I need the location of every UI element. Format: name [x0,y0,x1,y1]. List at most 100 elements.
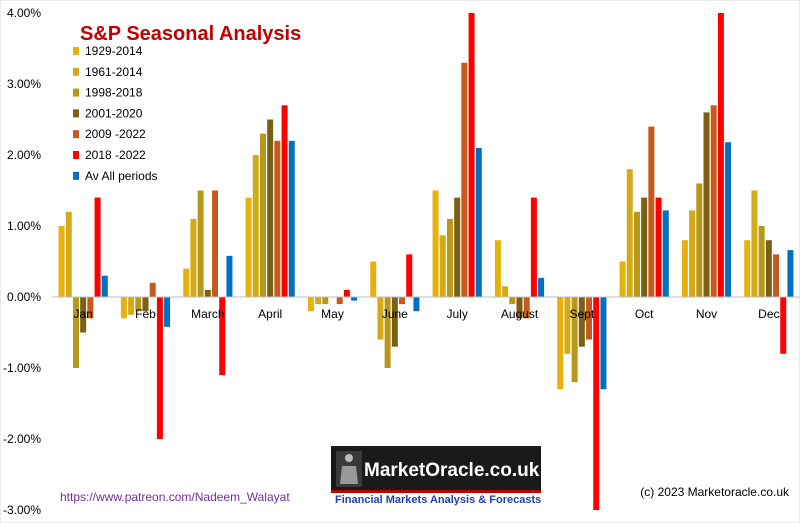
x-tick-label: July [446,307,467,321]
bar-april-series-1 [252,155,259,297]
bar-june-series-1 [377,297,384,340]
legend-label: 2018 -2022 [85,148,146,162]
bar-april-series-4 [274,140,281,297]
legend-swatch [73,109,79,118]
bar-july-series-0 [432,190,439,297]
bar-oct-series-2 [633,211,640,297]
bar-august-series-3 [516,297,523,319]
legend-swatch [73,47,79,55]
bar-feb-series-6 [164,297,171,327]
bar-nov-series-3 [703,112,710,298]
bar-oct-series-4 [648,126,655,297]
bar-august-series-1 [502,286,509,297]
legend-label: 1961-2014 [85,65,143,79]
bar-april-series-0 [245,197,252,297]
x-tick-label: Jan [73,307,92,321]
bar-dec-series-6 [787,250,794,297]
legend-swatch [73,130,79,139]
bar-august-series-0 [494,240,501,297]
legend-label: 1998-2018 [85,86,143,100]
bar-oct-series-0 [619,261,626,297]
bar-may-series-2 [322,297,329,305]
bar-jan-series-4 [87,297,94,319]
bar-april-series-3 [267,119,274,297]
bar-july-series-3 [454,197,461,297]
bar-sept-series-4 [586,297,593,340]
x-tick-label: June [382,307,408,321]
bar-july-series-1 [439,235,446,297]
bar-dec-series-3 [765,240,772,297]
y-tick-label: -3.00% [3,503,41,517]
bar-dec-series-2 [758,226,765,297]
logo-tagline: Financial Markets Analysis & Forecasts [335,494,541,506]
y-axis: -3.00% -2.00% -1.00% 0.00% 1.00% 2.00% 3.00% 4.… [3,6,41,517]
legend-swatch [73,88,79,97]
statue-icon [336,451,362,487]
bar-feb-series-0 [120,297,127,319]
bar-may-series-4 [336,297,343,305]
y-tick-label: 4.00% [7,6,41,20]
bar-sept-series-2 [571,297,578,383]
bar-june-series-5 [406,254,413,297]
bar-oct-series-3 [641,197,648,297]
x-tick-label: Nov [696,307,717,321]
bar-feb-series-5 [156,297,163,439]
bar-oct-series-6 [662,210,669,297]
y-tick-label: -1.00% [3,361,41,375]
bar-july-series-2 [446,218,453,297]
legend-swatch [73,67,79,76]
legend-label: 2009 -2022 [85,127,146,141]
bar-june-series-4 [399,297,406,305]
x-tick-label: Oct [635,307,654,321]
bar-august-series-6 [538,277,545,297]
x-tick-label: Dec [758,307,779,321]
bar-feb-series-2 [135,297,142,312]
bar-nov-series-5 [717,13,724,297]
legend-swatch [73,171,79,180]
x-tick-label: August [501,307,539,321]
copyright-text: (c) 2023 Marketoracle.co.uk [640,485,790,499]
x-axis: Jan Feb March April May June July August Sept Oct… [73,307,779,321]
bar-march-series-3 [204,289,211,297]
bar-dec-series-4 [773,254,780,297]
bar-sept-series-3 [578,297,585,347]
bar-march-series-2 [197,190,204,297]
bar-dec-series-0 [744,240,751,297]
bar-may-series-5 [343,289,350,297]
bar-july-series-4 [461,62,468,298]
bar-may-series-0 [307,297,314,312]
x-tick-label: Feb [135,307,156,321]
x-tick-label: April [258,307,282,321]
y-tick-label: -2.00% [3,432,41,446]
bar-june-series-2 [384,297,391,368]
bar-feb-series-4 [149,282,156,297]
bar-dec-series-5 [780,297,787,354]
bar-june-series-6 [413,297,420,312]
x-tick-label: March [191,307,224,321]
legend-label: 2001-2020 [85,106,143,120]
bar-march-series-0 [183,268,190,297]
bar-oct-series-1 [626,169,633,297]
bar-nov-series-4 [710,105,717,297]
patreon-link[interactable]: https://www.patreon.com/Nadeem_Walayat [60,490,290,504]
legend-swatch [73,151,79,159]
logo-name: MarketOracle.co.uk [364,460,540,481]
bar-jan-series-0 [58,226,65,297]
bar-august-series-4 [523,297,530,319]
legend: 1929-2014 1961-2014 1998-2018 2001-2020 2009… [73,44,158,183]
bar-nov-series-0 [681,240,688,297]
bar-nov-series-2 [696,183,703,297]
logo-underline [331,490,541,493]
bar-june-series-3 [391,297,398,347]
bar-dec-series-1 [751,190,758,297]
bar-march-series-1 [190,218,197,297]
bar-sept-series-5 [593,297,600,510]
bar-nov-series-1 [689,210,696,297]
bar-april-series-2 [259,133,266,297]
bar-jan-series-2 [72,297,79,368]
legend-label: Av All periods [85,169,158,183]
bar-may-series-1 [315,297,322,305]
x-tick-label: Sept [569,307,594,321]
bar-august-series-5 [530,197,537,297]
